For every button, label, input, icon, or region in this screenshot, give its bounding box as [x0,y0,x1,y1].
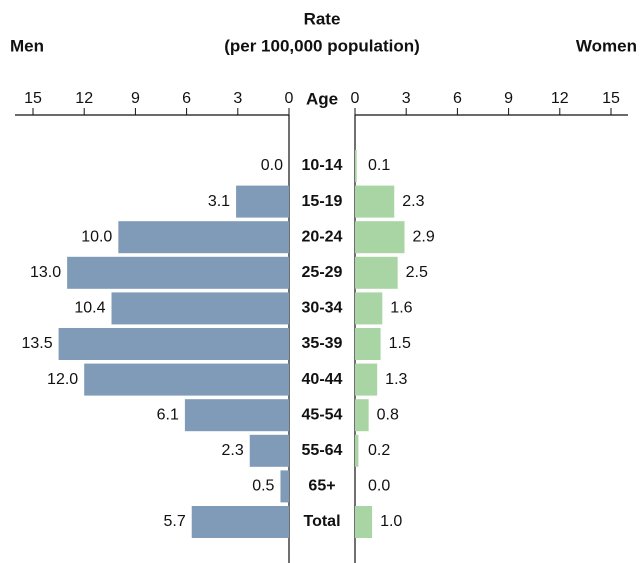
value-label: 2.3 [221,442,243,459]
bar [236,185,289,218]
value-label: 0.2 [368,442,390,459]
bar [249,434,289,467]
x-tick-label: 3 [402,90,411,107]
bar [355,506,373,538]
bar [58,328,289,360]
value-label: 0.5 [252,478,274,495]
value-label: 5.7 [163,513,185,530]
category-label: Total [303,513,340,530]
value-label: 12.0 [47,371,78,388]
category-label: 30-34 [302,300,343,317]
value-label: 13.5 [21,335,52,352]
bar [355,434,359,467]
category-label: 40-44 [302,371,343,388]
category-label: 35-39 [302,335,343,352]
x-tick-label: 15 [602,90,620,107]
bar [355,185,395,218]
x-tick-label: 6 [453,90,462,107]
value-label: 2.5 [406,264,428,281]
x-tick-label: 9 [131,90,140,107]
bar [184,399,289,432]
bar [191,506,289,538]
x-tick-label: 12 [551,90,569,107]
value-label: 10.0 [81,228,112,245]
bar [355,256,398,289]
bar [355,363,378,396]
bar [355,328,381,360]
x-tick-label: 0 [285,90,294,107]
x-tick-label: 3 [233,90,242,107]
category-label: 45-54 [302,406,343,423]
chart-subtitle: (per 100,000 population) [224,36,420,55]
value-label: 2.9 [412,228,434,245]
bar [84,363,289,396]
bar [111,292,289,325]
value-label: 6.1 [157,406,179,423]
category-label: 65+ [308,478,335,495]
bar [67,256,289,289]
bar [355,292,383,325]
category-label: 20-24 [302,228,343,245]
value-label: 13.0 [30,264,61,281]
chart-title: Rate [304,9,341,28]
value-label: 10.4 [74,300,105,317]
category-axis-label: Age [306,89,338,108]
category-label: 15-19 [302,193,343,210]
bar [355,221,405,254]
category-label: 25-29 [302,264,343,281]
value-label: 0.8 [377,406,399,423]
x-tick-label: 12 [75,90,93,107]
value-label: 2.3 [402,193,424,210]
bar [355,399,369,432]
value-label: 3.1 [208,193,230,210]
series-header: Men [10,36,44,55]
bar [355,150,357,182]
x-tick-label: 15 [24,90,42,107]
x-tick-label: 6 [182,90,191,107]
value-label: 0.0 [368,478,390,495]
category-label: 55-64 [302,442,343,459]
x-tick-label: 9 [504,90,513,107]
series-header: Women [576,36,637,55]
value-label: 0.1 [368,157,390,174]
bar [280,470,289,503]
value-label: 1.5 [389,335,411,352]
value-label: 1.0 [380,513,402,530]
value-label: 1.6 [390,300,412,317]
category-label: 10-14 [302,157,343,174]
bar [118,221,289,254]
x-tick-label: 0 [351,90,360,107]
value-label: 0.0 [261,157,283,174]
value-label: 1.3 [385,371,407,388]
